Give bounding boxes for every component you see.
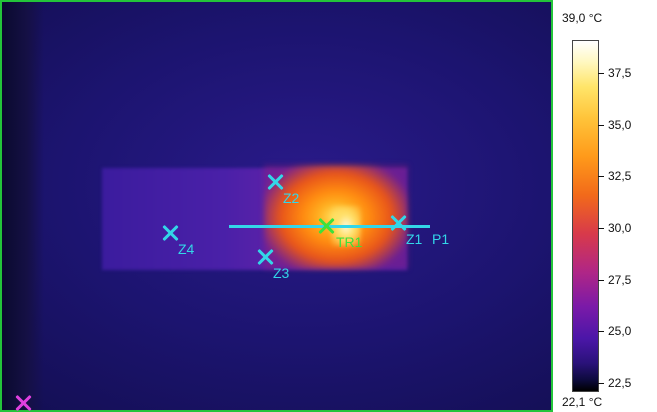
z1-label: Z1 [406, 231, 423, 247]
tick-mark [598, 176, 604, 177]
tick-label: 35,0 [608, 118, 632, 132]
z2-label: Z2 [283, 190, 300, 206]
tick-mark [598, 73, 604, 74]
tr1-cross-icon[interactable] [318, 218, 334, 234]
scale-max-label: 39,0 °C [562, 11, 603, 25]
tick-label: 32,5 [608, 169, 632, 183]
tick-label: 37,5 [608, 66, 632, 80]
tick-label: 27,5 [608, 273, 632, 287]
z4-label: Z4 [178, 241, 195, 257]
temperature-colorbar [572, 40, 599, 392]
thermal-image[interactable] [0, 0, 553, 412]
z1-cross-icon[interactable] [390, 215, 406, 231]
tick-label: 22,5 [608, 376, 632, 390]
z2-cross-icon[interactable] [267, 174, 283, 190]
tr1-label: TR1 [336, 234, 363, 250]
scale-min-label: 22,1 °C [562, 395, 603, 409]
tick-mark [598, 331, 604, 332]
tick-mark [598, 383, 604, 384]
z3-cross-icon[interactable] [257, 249, 273, 265]
corner-cursor-icon[interactable] [15, 395, 31, 411]
z4-cross-icon[interactable] [162, 225, 178, 241]
tick-mark [598, 280, 604, 281]
left-dark-strip [2, 2, 44, 410]
tick-mark [598, 125, 604, 126]
tick-label: 25,0 [608, 324, 632, 338]
tick-mark [598, 228, 604, 229]
p1-label: P1 [432, 231, 450, 247]
tick-label: 30,0 [608, 221, 632, 235]
z3-label: Z3 [273, 265, 290, 281]
